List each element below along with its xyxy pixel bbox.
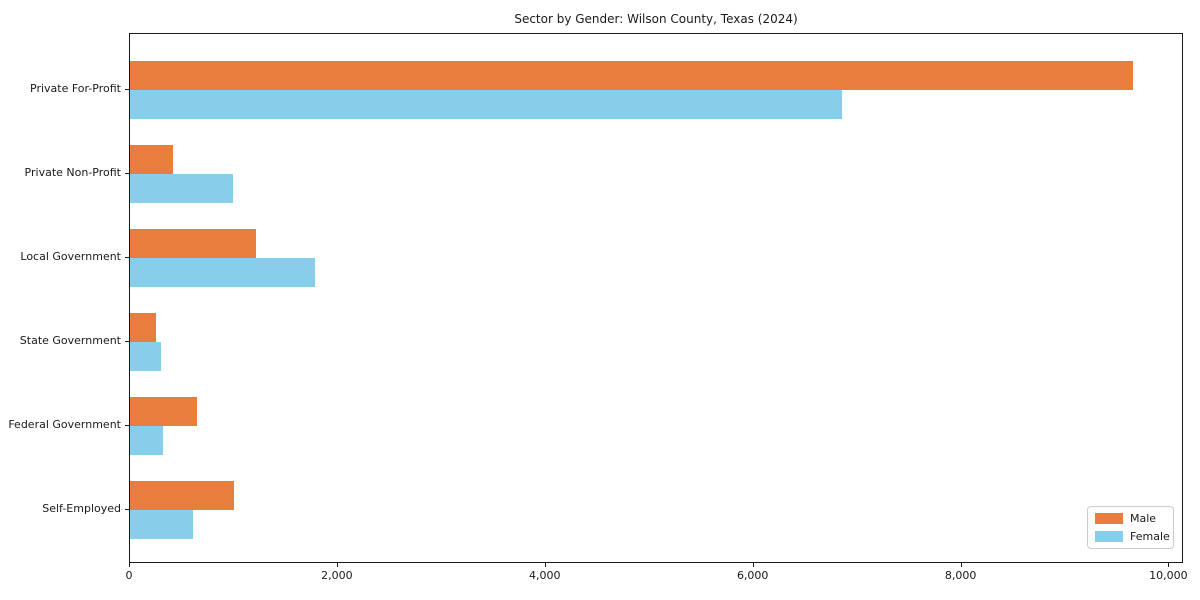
x-tick-label: 6,000 (736, 569, 769, 582)
x-tick (336, 563, 338, 567)
y-tick (125, 341, 129, 342)
y-tick (125, 509, 129, 510)
x-tick-label: 8,000 (944, 569, 977, 582)
bar-female-state-government (130, 342, 162, 371)
y-tick-label: State Government (19, 334, 121, 347)
legend-entry-female: Female (1095, 530, 1170, 543)
x-tick-label: 10,000 (1149, 569, 1188, 582)
y-tick (125, 257, 129, 258)
y-tick-label: Local Government (20, 250, 121, 263)
chart-title: Sector by Gender: Wilson County, Texas (… (514, 12, 798, 26)
legend-swatch-icon (1095, 513, 1123, 524)
y-tick-label: Self-Employed (42, 502, 121, 515)
x-tick (544, 563, 546, 567)
x-tick-label: 0 (125, 569, 133, 582)
x-tick (129, 563, 130, 567)
bar-male-self-employed (130, 481, 234, 510)
bar-female-local-government (130, 258, 315, 287)
legend-entry-male: Male (1095, 512, 1165, 525)
x-tick-label: 4,000 (529, 569, 561, 582)
bar-male-local-government (130, 229, 256, 258)
y-tick-label: Federal Government (8, 418, 121, 431)
legend-label: Female (1130, 530, 1170, 543)
bar-female-federal-government (130, 426, 164, 455)
legend: Male Female (1087, 506, 1174, 549)
x-tick-label: 2,000 (321, 569, 353, 582)
bar-female-private-non-profit (130, 174, 233, 203)
y-tick-label: Private For-Profit (30, 82, 121, 95)
plot-area: Male Female (129, 33, 1183, 563)
bar-male-state-government (130, 313, 156, 342)
bar-female-private-for-profit (130, 90, 842, 119)
y-tick (125, 89, 129, 90)
bar-male-private-for-profit (130, 61, 1134, 90)
y-tick (125, 173, 129, 174)
y-tick (125, 425, 129, 426)
legend-swatch-icon (1095, 531, 1123, 542)
bar-male-private-non-profit (130, 145, 173, 174)
y-tick-label: Private Non-Profit (24, 166, 121, 179)
legend-label: Male (1130, 512, 1157, 525)
bar-male-federal-government (130, 397, 197, 426)
x-tick (1168, 563, 1170, 567)
bar-female-self-employed (130, 510, 194, 539)
x-tick (960, 563, 962, 567)
x-tick (752, 563, 754, 567)
